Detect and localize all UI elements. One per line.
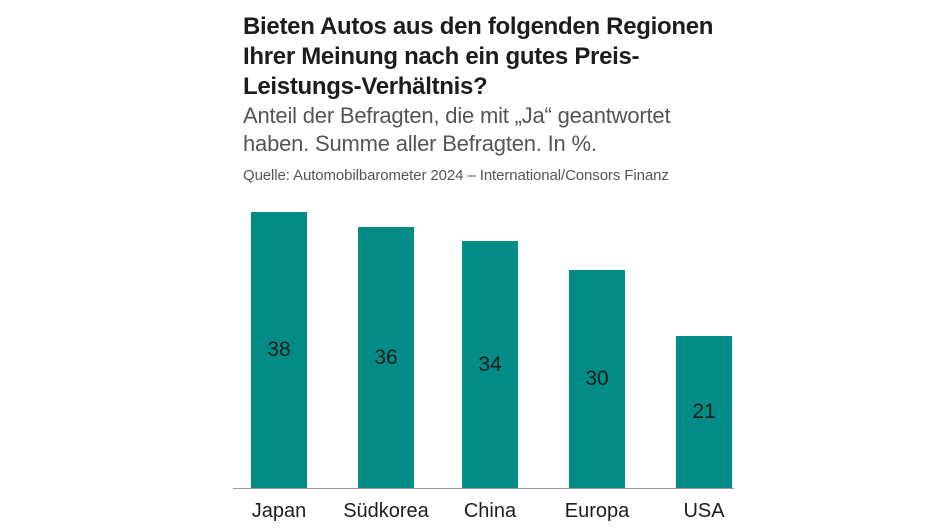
bar-japan: 38 [251,212,307,488]
bar-chart: 38 Japan 36 Südkorea 34 China 30 Europa 21 USA [233,212,734,522]
chart-source: Quelle: Automobilbarometer 2024 – Intern… [243,167,669,184]
bar-value-label: 30 [585,367,609,390]
chart-subtitle: Anteil der Befragten, die mit „Ja“ geant… [243,103,671,156]
x-axis-label: Europa [564,500,630,522]
x-axis-label: Japan [251,500,307,522]
bar-value-label: 38 [267,338,291,361]
bar-value-label: 36 [374,345,398,369]
bar-value-label: 34 [478,352,502,376]
bar-china: 34 [462,241,518,488]
bar-europa: 30 [569,270,625,488]
x-axis-label: China [463,500,517,522]
bar-usa: 21 [676,336,732,488]
x-axis-label: Südkorea [343,500,429,522]
x-axis-label: USA [683,500,725,522]
chart-title: Bieten Autos aus den folgenden Regionen … [243,13,714,100]
bar-value-label: 21 [692,400,716,423]
chart-header: Bieten Autos aus den folgenden Regionen … [243,12,903,184]
bar-sdkorea: 36 [358,227,414,488]
